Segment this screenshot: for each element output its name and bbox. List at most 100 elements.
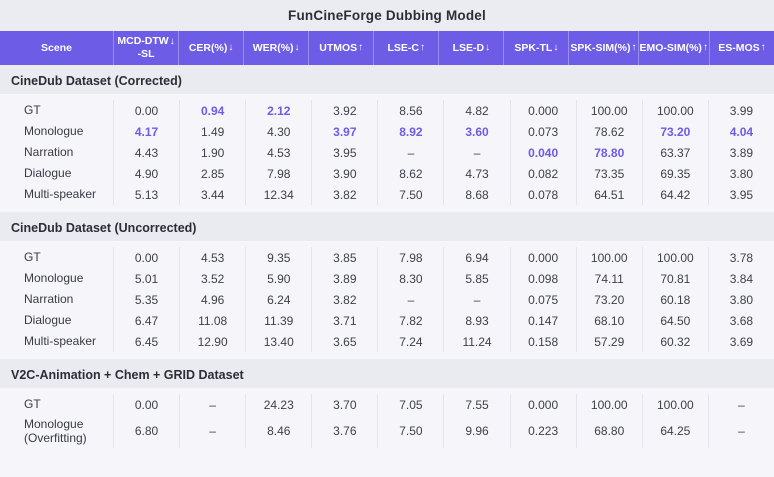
metric-value: 0.00: [113, 247, 179, 268]
metric-value: –: [179, 394, 245, 415]
metric-value: 3.65: [311, 331, 377, 352]
metric-value: 64.25: [641, 415, 708, 448]
col-header-label-line2: -SL: [137, 48, 155, 60]
metric-value: 4.53: [179, 247, 245, 268]
metric-value: 4.53: [245, 142, 311, 163]
arrow-up-icon: ↑: [420, 42, 426, 53]
metric-value: 4.17: [113, 121, 179, 142]
col-header-lse-c: LSE-C ↑: [373, 31, 438, 65]
metric-value: 7.24: [377, 331, 443, 352]
col-header-label: WER(%) ↓: [252, 41, 300, 54]
metric-value: 0.000: [509, 247, 576, 268]
metric-value: 6.80: [113, 415, 179, 448]
metric-value: 9.35: [245, 247, 311, 268]
table-row: Narration 5.35 4.96 6.24 3.82– –0.075 73.20 60.…: [0, 289, 774, 310]
table-row: Dialogue 6.47 11.08 11.39 3.71 7.82 8.93 0.147 6…: [0, 310, 774, 331]
col-header-es-mos: ES-MOS ↑: [708, 31, 774, 65]
metric-value: 100.00: [575, 394, 642, 415]
row-label: Narration: [24, 292, 74, 307]
page-title: FunCineForge Dubbing Model: [0, 0, 774, 31]
dataset-section-cinedub-dataset-uncorrected: CineDub Dataset (Uncorrected) GT 0.00 4.53 9…: [0, 212, 774, 359]
metric-value: 68.80: [575, 415, 642, 448]
metric-value: –: [179, 415, 245, 448]
metric-value: 73.35: [575, 163, 642, 184]
metric-value: 78.62: [575, 121, 642, 142]
metric-value: 3.95: [311, 142, 377, 163]
row-label: GT: [24, 250, 41, 265]
metric-value: 8.56: [377, 100, 443, 121]
col-header-label: Scene: [41, 41, 72, 54]
metric-value: 74.11: [575, 268, 642, 289]
arrow-down-icon: ↓: [169, 35, 175, 47]
metric-value: 24.23: [245, 394, 311, 415]
metric-value: 78.80: [575, 142, 642, 163]
metric-value: 100.00: [575, 100, 642, 121]
metric-value: 3.84: [707, 268, 774, 289]
metric-value: 3.85: [311, 247, 377, 268]
row-label: Monologue (Overfitting): [24, 417, 87, 446]
metric-value: 0.223: [509, 415, 576, 448]
metric-value: 3.70: [311, 394, 377, 415]
col-header-label: LSE-D ↓: [452, 41, 491, 54]
metric-value: –: [377, 289, 443, 310]
metric-value: 4.73: [443, 163, 509, 184]
metric-value: 0.040: [509, 142, 576, 163]
row-label: GT: [24, 397, 41, 412]
arrow-up-icon: ↑: [760, 42, 766, 53]
row-label: Narration: [24, 145, 74, 160]
metric-value: 3.89: [707, 142, 774, 163]
arrow-down-icon: ↓: [294, 42, 300, 53]
row-label: Multi-speaker: [24, 334, 97, 349]
metric-value: 3.44: [179, 184, 245, 205]
col-header-cer: CER(%) ↓: [178, 31, 243, 65]
table-row: GT 0.00–24.23 3.70 7.05 7.55 0.000 100.00 100.0…: [0, 394, 774, 415]
metric-value: 9.96: [443, 415, 509, 448]
metric-value: 57.29: [575, 331, 642, 352]
metric-value: 5.01: [113, 268, 179, 289]
col-header-label: SPK-TL ↓: [514, 41, 559, 54]
row-label: Dialogue: [24, 166, 72, 181]
metric-value: 11.08: [179, 310, 245, 331]
metric-value: 0.000: [509, 394, 576, 415]
metric-value: 68.10: [575, 310, 642, 331]
section-title: CineDub Dataset (Corrected): [11, 74, 182, 88]
metric-value: 100.00: [641, 100, 708, 121]
table-row: GT 0.00 0.94 2.12 3.92 8.56 4.82 0.000 100.00 100…: [0, 100, 774, 121]
metric-value: 8.30: [377, 268, 443, 289]
metric-value: 3.82: [311, 289, 377, 310]
section-title: CineDub Dataset (Uncorrected): [11, 221, 197, 235]
section-data-block: GT 0.00 0.94 2.12 3.92 8.56 4.82 0.000 100.00 100…: [0, 94, 774, 212]
metric-value: 0.147: [509, 310, 576, 331]
table-row: Monologue 5.01 3.52 5.90 3.89 8.30 5.85 0.098 74…: [0, 268, 774, 289]
metric-value: 13.40: [245, 331, 311, 352]
metric-value: 63.37: [641, 142, 708, 163]
col-header-lse-d: LSE-D ↓: [438, 31, 503, 65]
col-header-label: CER(%) ↓: [188, 41, 234, 54]
metric-value: –: [707, 394, 774, 415]
metric-value: 7.98: [377, 247, 443, 268]
metric-value: 0.158: [509, 331, 576, 352]
metric-value: 6.47: [113, 310, 179, 331]
row-label: Monologue: [24, 124, 84, 139]
metric-value: 0.00: [113, 100, 179, 121]
metric-value: 73.20: [575, 289, 642, 310]
table-row: Multi-speaker 6.45 12.90 13.40 3.65 7.24 11.24…: [0, 331, 774, 352]
metric-value: 7.50: [377, 415, 443, 448]
metric-value: 3.89: [311, 268, 377, 289]
metric-value: 100.00: [641, 394, 708, 415]
metric-value: 100.00: [575, 247, 642, 268]
row-label: Dialogue: [24, 313, 72, 328]
metric-value: 0.082: [509, 163, 576, 184]
metric-value: 2.12: [245, 100, 311, 121]
metric-value: –: [377, 142, 443, 163]
metric-value: 8.68: [443, 184, 509, 205]
table-row: Narration 4.43 1.90 4.53 3.95– –0.040 78.80 63.…: [0, 142, 774, 163]
metric-value: 7.55: [443, 394, 509, 415]
metric-value: 4.30: [245, 121, 311, 142]
metric-value: 3.92: [311, 100, 377, 121]
metric-value: 1.90: [179, 142, 245, 163]
metric-value: 4.04: [707, 121, 774, 142]
col-header-label: UTMOS ↑: [319, 41, 364, 54]
metric-value: 8.46: [245, 415, 311, 448]
metric-value: 6.45: [113, 331, 179, 352]
